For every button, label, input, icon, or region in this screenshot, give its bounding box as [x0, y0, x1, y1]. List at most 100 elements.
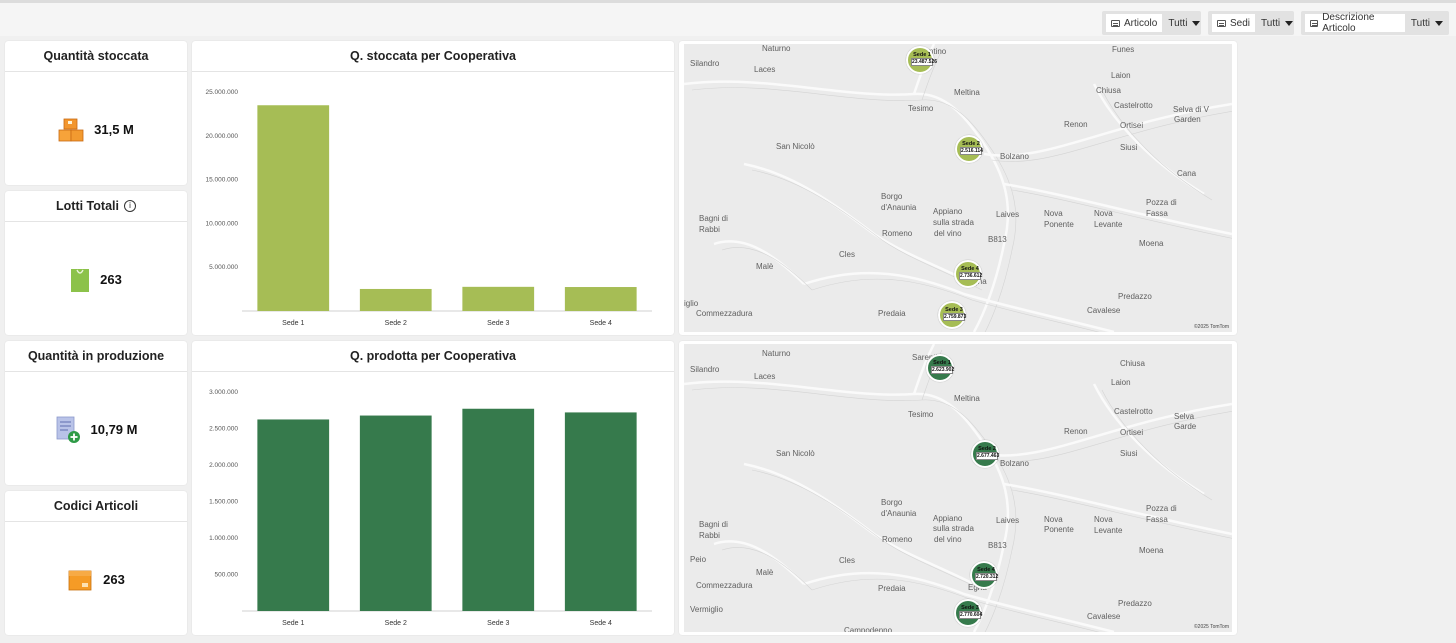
- map-pin-sede-4[interactable]: Sede 4 2.736.612: [954, 260, 982, 288]
- kpi-card-lotti-totali: Lotti Totali i 263: [5, 191, 187, 335]
- bar-sede-1[interactable]: [257, 419, 330, 611]
- map-pin-name: Sede 1: [913, 52, 931, 58]
- caret-down-icon[interactable]: [1192, 20, 1201, 26]
- map-place-label: Tesimo: [908, 104, 934, 113]
- map-place-label: Bagni di: [699, 520, 728, 529]
- y-tick-label: 3.000.000: [209, 389, 238, 396]
- map-place-label: Cles: [839, 250, 856, 259]
- caret-down-icon[interactable]: [1435, 20, 1443, 26]
- map-place-label: Laion: [1111, 378, 1131, 387]
- filter-sedi-label: Sedi: [1230, 17, 1251, 29]
- map-place-label: Predazzo: [1118, 599, 1152, 608]
- map-place-label: Levante: [1094, 220, 1123, 229]
- map-pin-value: 2.720.312: [975, 573, 999, 581]
- filter-descrizione-articolo[interactable]: Descrizione Articolo Tutti: [1301, 11, 1449, 35]
- map-pin-sede-3[interactable]: Sede 3 2.759.873: [938, 301, 966, 329]
- map-place-label: B813: [988, 541, 1007, 550]
- kpi-title: Quantità stoccata: [5, 41, 187, 72]
- map-place-label: d'Anaunia: [881, 203, 917, 212]
- map-place-label: sulla strada: [933, 524, 974, 533]
- map-place-label: Commezzadura: [696, 309, 753, 318]
- map-pin-name: Sede 2: [978, 446, 996, 452]
- map-pin-sede-1[interactable]: Sede 1 2.623.902: [926, 354, 954, 382]
- bar-sede-2[interactable]: [359, 415, 432, 611]
- map-panel-prodotta: NaturnoSarentinoChiusaSilandroLacesLaion…: [679, 341, 1237, 635]
- bar-sede-2[interactable]: [359, 288, 432, 311]
- bar-sede-3[interactable]: [462, 408, 535, 611]
- map-pin-sede-3[interactable]: Sede 3 2.770.604: [954, 599, 982, 627]
- map-place-label: Bagni di: [699, 214, 728, 223]
- river-line: [1011, 189, 1232, 239]
- map-place-label: Silandro: [690, 365, 720, 374]
- filter-articolo[interactable]: Articolo Tutti: [1102, 11, 1201, 35]
- kpi-title-row: Lotti Totali i: [5, 191, 187, 222]
- caret-down-icon[interactable]: [1285, 20, 1294, 26]
- map-place-label: Peio: [690, 555, 707, 564]
- y-tick-label: 500.000: [215, 572, 239, 579]
- map-place-label: Garden: [1174, 115, 1201, 124]
- map-place-label: B813: [988, 235, 1007, 244]
- map-place-label: Siusi: [1120, 449, 1138, 458]
- map-place-label: Pozza di: [1146, 198, 1177, 207]
- river-line: [1011, 489, 1232, 539]
- map-place-label: Garde: [1174, 422, 1197, 431]
- filter-sedi-value: Tutti: [1261, 17, 1281, 29]
- info-icon[interactable]: i: [123, 200, 136, 212]
- map-place-label: sulla strada: [933, 218, 974, 227]
- filter-sedi[interactable]: Sedi Tutti: [1208, 11, 1294, 35]
- x-tick-label: Sede 2: [385, 320, 407, 327]
- kpi-card-quantita-produzione: Quantità in produzione 10,79 M: [5, 341, 187, 485]
- chart-title: Q. stoccata per Cooperativa: [192, 41, 674, 72]
- x-tick-label: Sede 2: [385, 620, 407, 627]
- map-place-label: del vino: [934, 229, 962, 238]
- river-line: [691, 387, 1017, 632]
- map-roads: [684, 44, 1232, 332]
- map-pin-value: 23.487.526: [911, 58, 938, 66]
- river-line: [1101, 89, 1213, 201]
- map-pin-name: Sede 2: [962, 141, 980, 147]
- map-pin-sede-1[interactable]: Sede 1 23.487.526: [906, 46, 938, 74]
- map-stoccata[interactable]: NaturnoSarentinoFunesSilandroLacesLaionM…: [684, 44, 1232, 332]
- map-place-label: Renon: [1064, 427, 1088, 436]
- map-place-label: Naturno: [762, 349, 791, 358]
- slicer-icon: [1111, 19, 1120, 27]
- map-place-label: Cana: [1177, 169, 1197, 178]
- y-tick-label: 15.000.000: [205, 177, 238, 184]
- map-pin-sede-2[interactable]: Sede 2 2.677.463: [971, 440, 999, 468]
- map-prodotta[interactable]: NaturnoSarentinoChiusaSilandroLacesLaion…: [684, 344, 1232, 632]
- road-line: [803, 571, 1115, 632]
- map-pin-sede-4[interactable]: Sede 4 2.720.312: [970, 561, 998, 589]
- map-pin-sede-2[interactable]: Sede 2 2.516.114: [955, 135, 983, 163]
- map-place-label: Bolzano: [1000, 459, 1029, 468]
- map-place-label: Siusi: [1120, 143, 1138, 152]
- map-place-label: Predazzo: [1118, 292, 1152, 301]
- road-line: [684, 380, 1010, 632]
- bar-sede-4[interactable]: [564, 412, 637, 611]
- map-place-label: Ortisei: [1120, 428, 1144, 437]
- map-place-label: Selva di V: [1173, 105, 1210, 114]
- map-place-label: Nova: [1094, 515, 1113, 524]
- bar-chart-stoccata: 5.000.000 10.000.000 15.000.000 20.000.000 2…: [205, 89, 652, 327]
- map-place-label: Romeno: [882, 229, 913, 238]
- river-line: [991, 111, 1232, 162]
- road-line: [713, 540, 805, 585]
- map-place-label: Nova: [1044, 515, 1063, 524]
- kpi-value: 263: [103, 572, 125, 587]
- map-place-label: Moena: [1139, 239, 1164, 248]
- y-tick-label: 20.000.000: [205, 133, 238, 140]
- bar-sede-3[interactable]: [462, 286, 535, 311]
- map-place-label: Commezzadura: [696, 581, 753, 590]
- kpi-title: Quantità in produzione: [5, 341, 187, 372]
- kpi-title: Lotti Totali: [56, 199, 119, 213]
- map-place-label: Chiusa: [1120, 359, 1145, 368]
- bar-sede-4[interactable]: [564, 287, 637, 311]
- map-pin-name: Sede 4: [977, 567, 995, 573]
- river-line: [721, 247, 813, 291]
- filter-descrizione-label: Descrizione Articolo: [1322, 12, 1375, 34]
- map-place-label: Appiano: [933, 207, 963, 216]
- road-line: [713, 240, 805, 285]
- map-pin-value: 2.516.114: [960, 147, 983, 155]
- map-copyright: ©2025 TomTom: [1194, 324, 1229, 330]
- bar-sede-1[interactable]: [257, 105, 330, 311]
- map-place-label: Bolzano: [1000, 152, 1029, 161]
